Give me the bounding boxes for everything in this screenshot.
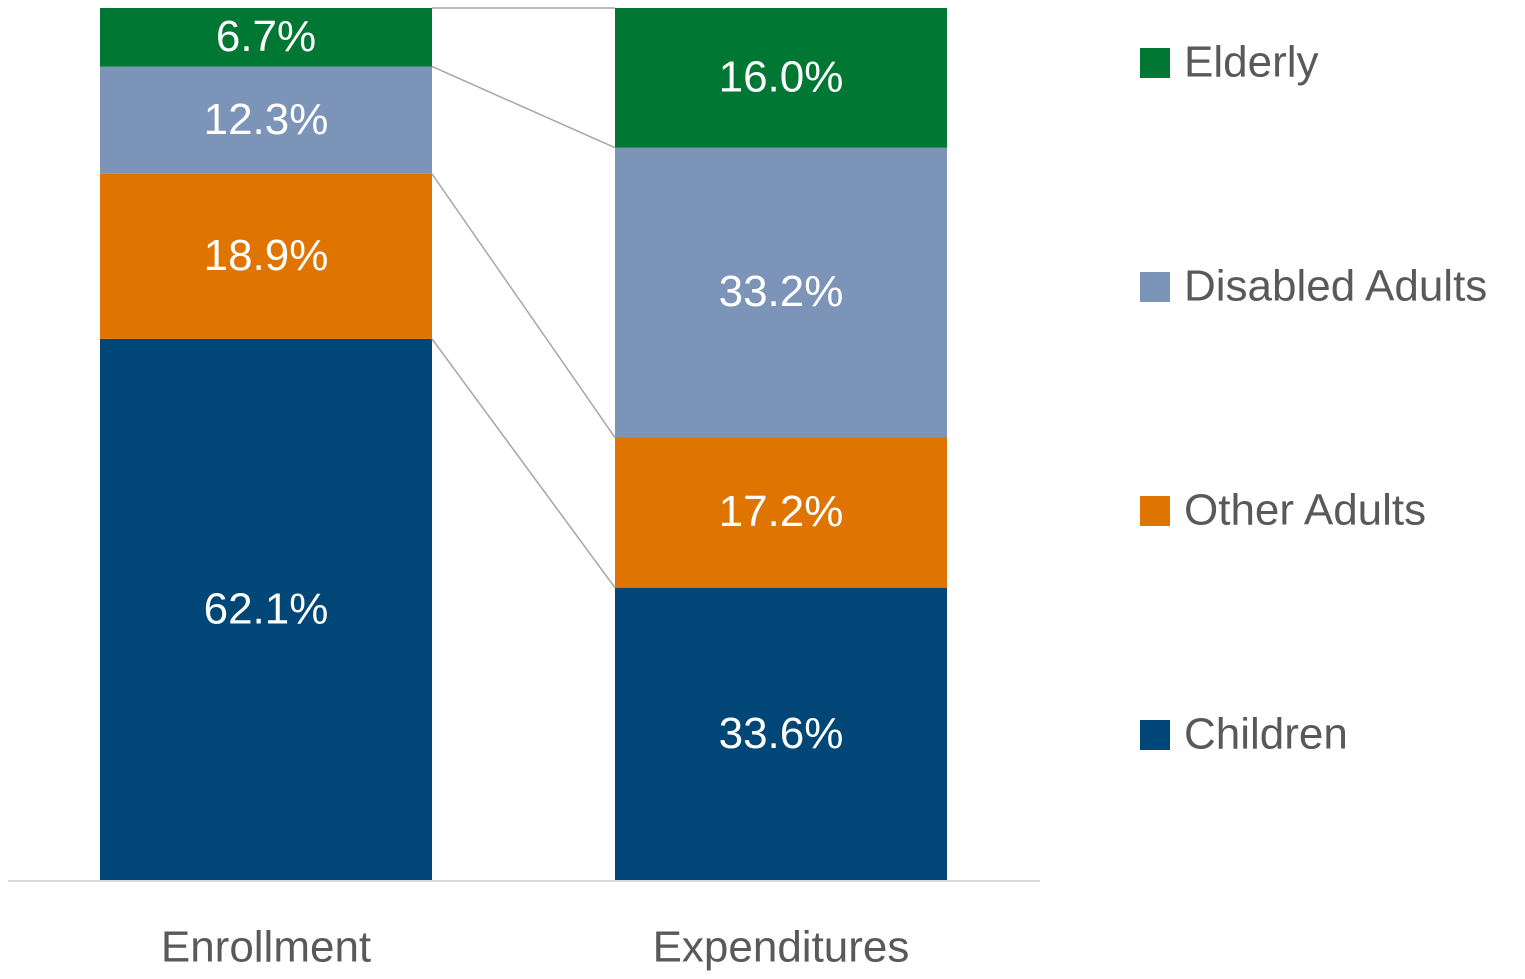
connector-line [431, 338, 616, 589]
connector-line [431, 173, 616, 438]
bar-segment [615, 8, 947, 148]
legend-swatch [1140, 720, 1170, 750]
legend-swatch [1140, 272, 1170, 302]
bar-segment [100, 8, 432, 67]
legend-swatch [1140, 48, 1170, 78]
connector-line [431, 65, 616, 149]
data-label: 33.6% [719, 709, 844, 758]
bar-segment [100, 173, 432, 339]
x-tick-label: Expenditures [653, 923, 910, 972]
data-label: 12.3% [204, 95, 329, 144]
legend-label: Elderly [1184, 38, 1319, 87]
bar-segment [615, 147, 947, 438]
data-label: 18.9% [204, 231, 329, 280]
bar-segment [100, 338, 432, 881]
data-label: 33.2% [719, 267, 844, 316]
legend-label: Disabled Adults [1184, 262, 1487, 311]
data-label: 6.7% [216, 12, 316, 61]
bar-segment [615, 437, 947, 588]
data-label: 62.1% [204, 585, 329, 634]
data-label: 16.0% [719, 52, 844, 101]
bar-segment [100, 66, 432, 174]
bar-segment [615, 587, 947, 881]
legend-label: Children [1184, 710, 1348, 759]
legend-swatch [1140, 496, 1170, 526]
x-tick-label: Enrollment [161, 923, 371, 972]
legend-label: Other Adults [1184, 486, 1426, 535]
data-label: 17.2% [719, 487, 844, 536]
